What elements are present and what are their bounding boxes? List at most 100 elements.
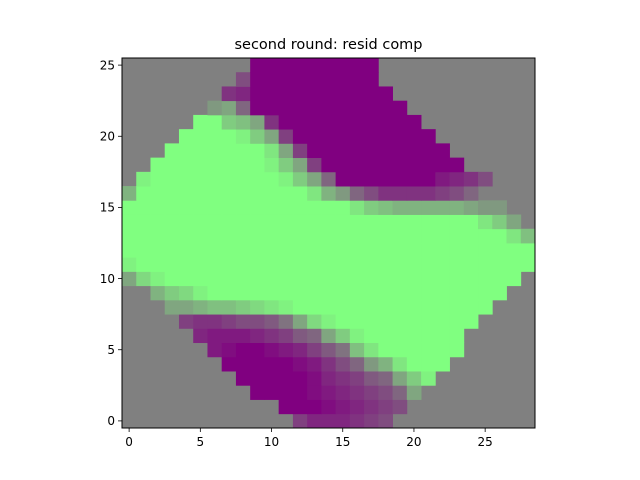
heatmap-cell <box>250 271 265 287</box>
heatmap-cell <box>321 129 337 144</box>
heatmap-cell <box>178 200 194 215</box>
heatmap-cell <box>335 200 351 215</box>
y-tick-label: 25 <box>100 58 115 72</box>
heatmap-cell <box>250 243 265 258</box>
heatmap-cell <box>307 86 322 102</box>
heatmap-cell <box>321 314 337 329</box>
heatmap-cell <box>364 171 379 187</box>
heatmap-cell <box>463 243 479 258</box>
heatmap-cell <box>122 186 137 201</box>
heatmap-cell <box>164 200 180 215</box>
heatmap-cell <box>321 143 337 159</box>
heatmap-cell <box>122 243 137 258</box>
heatmap-cell <box>421 228 436 244</box>
heatmap-cell <box>307 371 322 386</box>
heatmap-cell <box>335 114 351 130</box>
heatmap-cell <box>193 257 208 272</box>
heatmap-cell <box>193 157 208 173</box>
heatmap-cell <box>378 356 393 372</box>
heatmap-cell <box>321 186 337 201</box>
heatmap-cell <box>321 228 337 244</box>
heatmap-cell <box>335 228 351 244</box>
heatmap-cell <box>207 143 223 159</box>
heatmap-cell <box>307 413 322 429</box>
heatmap-cell <box>178 186 194 201</box>
x-tick-label: 10 <box>264 435 279 449</box>
heatmap-cell <box>435 271 450 287</box>
heatmap-cell <box>335 171 351 187</box>
y-axis: 0 5 10 15 20 25 <box>100 58 122 428</box>
heatmap-cell <box>478 271 493 287</box>
heatmap-cell <box>164 285 180 301</box>
heatmap-cell <box>150 171 166 187</box>
heatmap-cell <box>264 356 280 372</box>
heatmap-cell <box>307 257 322 272</box>
heatmap-cell <box>406 371 422 386</box>
heatmap-cell <box>335 328 351 344</box>
heatmap-cell <box>264 114 280 130</box>
heatmap-cell <box>492 214 507 230</box>
heatmap-cell <box>264 342 280 358</box>
heatmap-cell <box>235 299 251 315</box>
heatmap-cell <box>349 271 365 287</box>
heatmap-cell <box>321 385 337 400</box>
heatmap-cell <box>392 214 408 230</box>
heatmap-cell <box>321 86 337 102</box>
heatmap-cell <box>378 285 393 301</box>
heatmap-cell <box>478 285 493 301</box>
heatmap-cell <box>392 342 408 358</box>
heatmap-cell <box>207 214 223 230</box>
heatmap-cell <box>364 385 379 400</box>
heatmap-cell <box>335 214 351 230</box>
heatmap-cell <box>221 328 237 344</box>
heatmap-cell <box>292 58 308 73</box>
heatmap-cell <box>449 157 465 173</box>
heatmap-cell <box>492 257 507 272</box>
heatmap-cell <box>292 257 308 272</box>
heatmap-cell <box>193 328 208 344</box>
heatmap-cell <box>221 314 237 329</box>
heatmap-cell <box>264 299 280 315</box>
heatmap-cell <box>349 371 365 386</box>
heatmap-cell <box>178 157 194 173</box>
heatmap-cell <box>321 257 337 272</box>
heatmap-cell <box>335 186 351 201</box>
heatmap-cell <box>221 257 237 272</box>
heatmap-cell <box>235 271 251 287</box>
heatmap-cell <box>307 157 322 173</box>
heatmap-cell <box>392 371 408 386</box>
heatmap-cell <box>335 342 351 358</box>
heatmap-cell <box>250 228 265 244</box>
heatmap-cell <box>335 299 351 315</box>
heatmap-cell <box>520 228 536 244</box>
heatmap-cell <box>178 214 194 230</box>
heatmap-cell <box>193 299 208 315</box>
heatmap-cell <box>292 228 308 244</box>
heatmap-cell <box>164 271 180 287</box>
heatmap-cell <box>335 100 351 116</box>
heatmap-cell <box>235 257 251 272</box>
heatmap-cell <box>307 58 322 73</box>
heatmap-cell <box>207 114 223 130</box>
heatmap-cell <box>392 129 408 144</box>
heatmap-cell <box>150 200 166 215</box>
heatmap-cell <box>406 143 422 159</box>
heatmap-cell <box>335 143 351 159</box>
heatmap-cell <box>364 228 379 244</box>
heatmap-cell <box>421 328 436 344</box>
heatmap-cell <box>449 214 465 230</box>
heatmap-cell <box>235 342 251 358</box>
heatmap-cell <box>335 285 351 301</box>
heatmap-cell <box>349 72 365 87</box>
heatmap-cell <box>178 129 194 144</box>
heatmap-cell <box>321 271 337 287</box>
heatmap-cell <box>164 186 180 201</box>
heatmap-cell <box>449 342 465 358</box>
heatmap-cell <box>392 157 408 173</box>
heatmap-cell <box>506 271 522 287</box>
heatmap-cell <box>278 100 294 116</box>
heatmap-cell <box>364 143 379 159</box>
heatmap-cell <box>221 299 237 315</box>
heatmap-cell <box>378 299 393 315</box>
heatmap-cell <box>178 143 194 159</box>
